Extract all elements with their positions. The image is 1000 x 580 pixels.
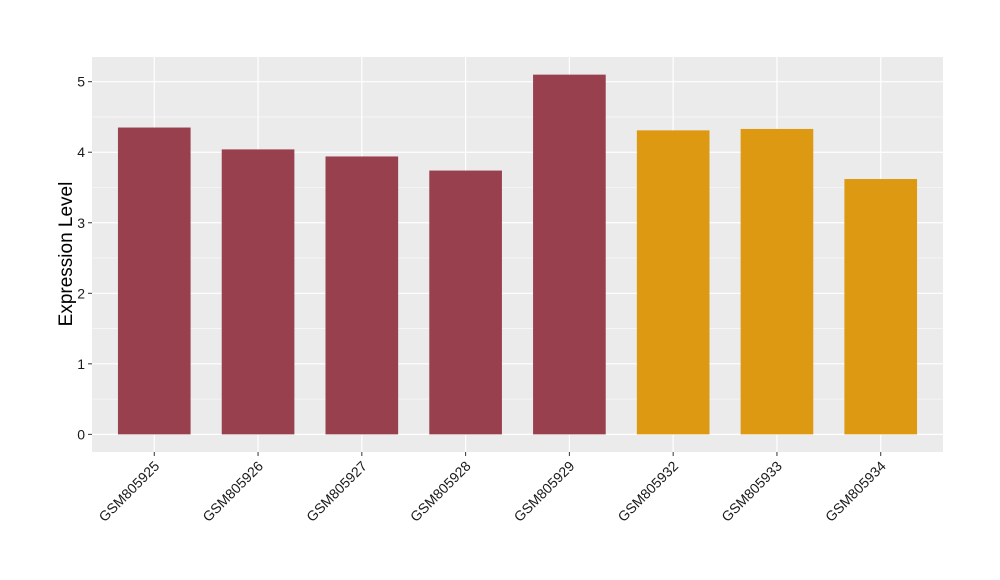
y-tick-label: 2: [77, 285, 85, 301]
x-tick-label: GSM805932: [614, 458, 681, 525]
bar-GSM805932: [636, 130, 710, 435]
x-tick-label: GSM805927: [303, 458, 370, 525]
y-tick-label: 5: [77, 74, 85, 90]
x-tick-label: GSM805925: [95, 458, 162, 525]
x-tick-label: GSM805926: [199, 458, 266, 525]
bar-GSM805927: [325, 156, 399, 435]
x-axis: GSM805925 GSM805926 GSM805927 GSM805928 GSM8…: [95, 452, 889, 525]
y-tick-label: 0: [77, 426, 85, 442]
y-tick-label: 4: [77, 144, 85, 160]
plot-panel: [92, 57, 943, 452]
bar-GSM805926: [221, 149, 295, 435]
bar-GSM805928: [429, 170, 502, 435]
bars: [117, 74, 918, 435]
x-tick-label: GSM805934: [822, 458, 889, 525]
y-tick-label: 1: [77, 356, 85, 372]
y-axis-title: Expression Level: [56, 182, 77, 327]
x-tick-label: GSM805933: [718, 458, 785, 525]
bar-GSM805934: [844, 179, 918, 435]
bar-GSM805929: [533, 74, 606, 435]
bar-GSM805933: [740, 128, 814, 435]
y-tick-label: 3: [77, 215, 85, 231]
x-tick-label: GSM805929: [511, 458, 578, 525]
y-axis: 0 1 2 3 4 5: [77, 74, 92, 442]
x-tick-label: GSM805928: [407, 458, 474, 525]
bar-GSM805925: [117, 127, 191, 435]
